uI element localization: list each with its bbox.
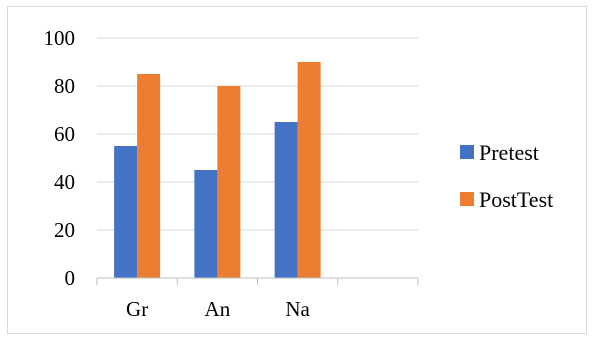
legend-swatch [460,145,474,159]
y-tick-label: 0 [65,266,76,290]
bar-pretest [114,146,138,278]
legend: Pretest PostTest [460,140,553,212]
bars [114,62,321,278]
bar-pretest [274,122,298,278]
bar-posttest [217,86,241,278]
legend-label: Pretest [479,140,539,165]
y-axis-tick-labels: 0 20 40 60 80 100 [44,26,76,290]
legend-swatch [460,192,474,206]
y-tick-label: 40 [54,170,75,194]
x-axis [96,277,419,285]
y-tick-label: 60 [54,122,75,146]
bar-pretest [194,170,218,278]
y-tick-label: 100 [44,26,76,50]
bar-posttest [137,74,161,278]
bar-posttest [297,62,321,278]
x-tick-label: Na [285,297,310,321]
x-tick-label: Gr [126,297,148,321]
x-tick-label: An [205,297,231,321]
legend-label: PostTest [479,187,553,212]
x-axis-tick-labels: Gr An Na [126,297,311,321]
y-tick-label: 80 [54,74,75,98]
y-tick-label: 20 [54,218,75,242]
